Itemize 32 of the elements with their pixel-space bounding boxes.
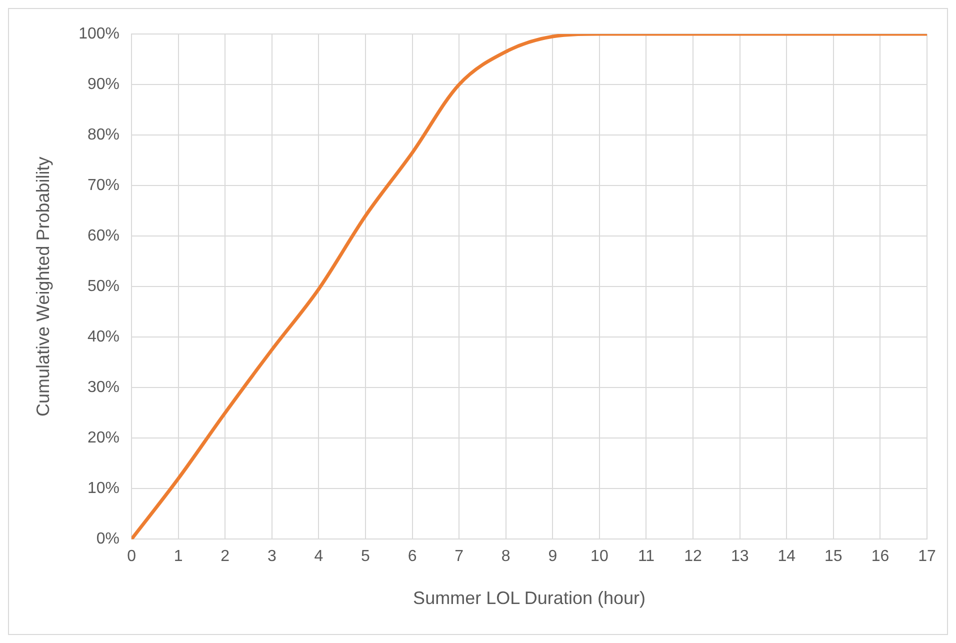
y-axis-title: Cumulative Weighted Probability bbox=[32, 156, 53, 416]
x-tick-label: 8 bbox=[501, 548, 510, 566]
y-tick-label: 60% bbox=[87, 227, 120, 244]
y-tick-label: 10% bbox=[87, 480, 120, 498]
y-tick-label: 100% bbox=[78, 25, 120, 42]
x-tick-label: 14 bbox=[778, 548, 796, 566]
x-tick-label: 15 bbox=[824, 548, 842, 566]
x-tick-label: 4 bbox=[314, 548, 324, 566]
x-tick-label: 7 bbox=[454, 548, 464, 566]
x-tick-label: 9 bbox=[548, 548, 558, 566]
y-tick-label: 50% bbox=[87, 278, 120, 296]
y-tick-label: 40% bbox=[87, 328, 120, 346]
x-tick-label: 1 bbox=[174, 548, 183, 566]
x-tick-label: 11 bbox=[638, 548, 655, 566]
y-tick-label: 30% bbox=[87, 379, 120, 396]
x-tick-label: 0 bbox=[127, 548, 136, 566]
x-tick-label: 3 bbox=[267, 548, 276, 566]
x-tick-label: 10 bbox=[590, 548, 608, 566]
y-tick-label: 70% bbox=[87, 176, 120, 194]
x-tick-label: 17 bbox=[918, 548, 936, 566]
x-tick-label: 12 bbox=[684, 548, 702, 566]
x-tick-label: 16 bbox=[871, 548, 890, 566]
x-axis-title: Summer LOL Duration (hour) bbox=[413, 588, 646, 608]
y-tick-label: 0% bbox=[96, 530, 120, 548]
x-tick-label: 5 bbox=[361, 548, 370, 566]
line-series bbox=[132, 34, 927, 540]
y-tick-label: 80% bbox=[87, 126, 120, 144]
x-tick-label: 13 bbox=[730, 548, 749, 566]
y-tick-label: 90% bbox=[87, 76, 120, 93]
y-tick-label: 20% bbox=[87, 430, 120, 447]
x-tick-label: 6 bbox=[408, 548, 417, 566]
x-tick-label: 2 bbox=[220, 548, 230, 566]
